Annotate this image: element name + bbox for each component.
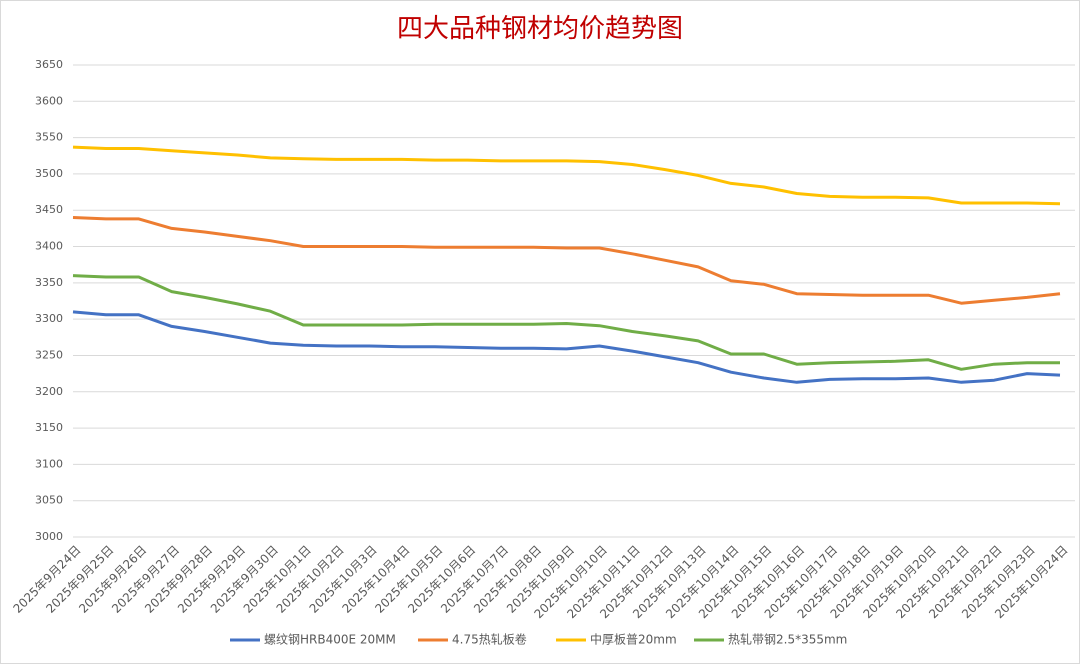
legend-label: 热轧带钢2.5*355mm	[728, 633, 847, 647]
chart-title: 四大品种钢材均价趋势图	[397, 14, 683, 44]
y-tick-label: 3500	[35, 167, 63, 180]
y-tick-label: 3100	[35, 457, 63, 470]
y-tick-label: 3150	[35, 421, 63, 434]
y-tick-label: 3250	[35, 348, 63, 361]
y-tick-label: 3300	[35, 312, 63, 325]
series-line	[72, 310, 1061, 384]
series-line	[72, 274, 1060, 371]
y-tick-label: 3000	[35, 530, 63, 543]
y-tick-label: 3400	[35, 240, 63, 253]
series-line	[72, 145, 1061, 206]
y-tick-label: 3600	[35, 94, 63, 107]
y-tick-label: 3350	[35, 276, 63, 289]
y-tick-label: 3200	[35, 385, 63, 398]
legend-label: 中厚板普20mm	[590, 632, 677, 647]
series-line	[72, 216, 1061, 305]
y-tick-label: 3550	[35, 131, 63, 144]
legend-label: 螺纹钢HRB400E 20MM	[264, 633, 396, 647]
y-tick-label: 3050	[35, 494, 63, 507]
legend-label: 4.75热轧板卷	[452, 632, 527, 647]
y-tick-label: 3650	[35, 58, 63, 71]
y-tick-label: 3450	[35, 203, 63, 216]
